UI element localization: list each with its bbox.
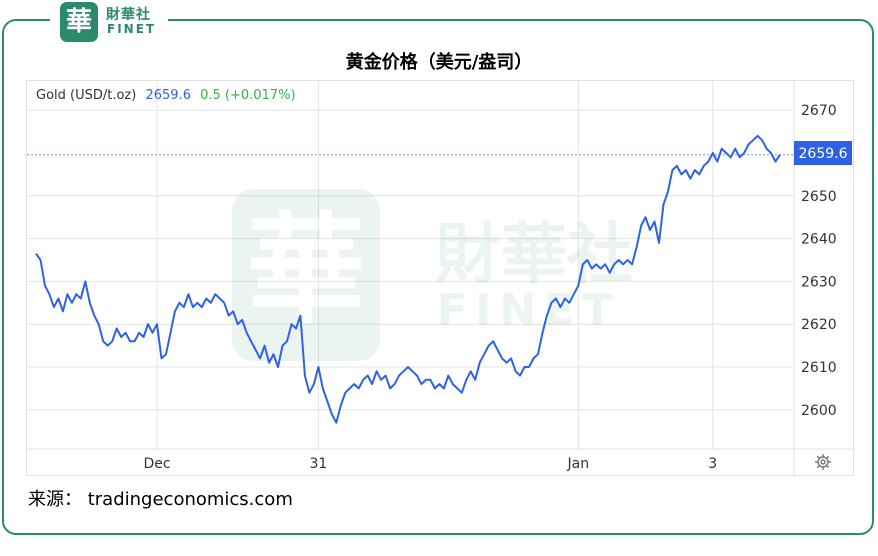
- series-layer: [35, 134, 781, 424]
- svg-text:FINET: FINET: [437, 285, 620, 336]
- x-tick-label: 31: [309, 456, 327, 472]
- y-tick-label: 2620: [801, 317, 837, 333]
- x-axis-ticks: Dec 31 Jan 3: [143, 456, 717, 472]
- finet-seal-icon: 華: [60, 2, 98, 42]
- legend-change: 0.5 (+0.017%): [200, 88, 295, 103]
- y-tick-label: 2640: [801, 232, 837, 248]
- source-caption: 来源： tradingeconomics.com: [28, 489, 293, 510]
- svg-text:財華社: 財華社: [435, 216, 633, 293]
- chart-panel: 華 財華社 FINET 2600 2610 2620 2630 2640 2650 2670…: [26, 80, 855, 477]
- x-tick-label: Dec: [143, 456, 170, 472]
- series-line-gold: [35, 134, 781, 424]
- y-tick-label: 2610: [801, 360, 837, 376]
- current-price-tag: 2659.6: [794, 141, 852, 165]
- svg-text:Gold (USD/t.oz) 2659.6: Gold (USD/t.oz) 2659.6 0.5 (+0.017%): [36, 88, 296, 103]
- y-axis-ticks: 2600 2610 2620 2630 2640 2650 2670: [801, 103, 837, 419]
- legend: Gold (USD/t.oz) 2659.6 0.5 (+0.017%): [36, 88, 296, 103]
- legend-price: 2659.6: [145, 88, 191, 103]
- y-tick-label: 2670: [801, 103, 837, 119]
- chart-title: 黄金价格（美元/盎司）: [345, 52, 533, 73]
- finet-watermark: 華 財華社 FINET: [232, 189, 633, 361]
- y-tick-label: 2630: [801, 274, 837, 290]
- x-tick-label: Jan: [567, 456, 590, 472]
- finet-logo: 華 財華社 FINET: [50, 0, 168, 44]
- y-tick-label: 2650: [801, 189, 837, 205]
- logo-name-en: FINET: [107, 22, 157, 36]
- svg-text:華: 華: [247, 200, 365, 339]
- gear-icon: [815, 454, 831, 470]
- chart-settings-button[interactable]: [815, 454, 831, 470]
- gold-price-chart: 華 財華社 FINET 2600 2610 2620 2630 2640 2650 2670…: [27, 81, 855, 477]
- legend-label: Gold (USD/t.oz): [36, 88, 136, 103]
- current-price-tag-text: 2659.6: [799, 146, 848, 162]
- x-tick-label: 3: [708, 456, 717, 472]
- logo-name-cn: 財華社: [106, 7, 151, 23]
- y-tick-label: 2600: [801, 403, 837, 419]
